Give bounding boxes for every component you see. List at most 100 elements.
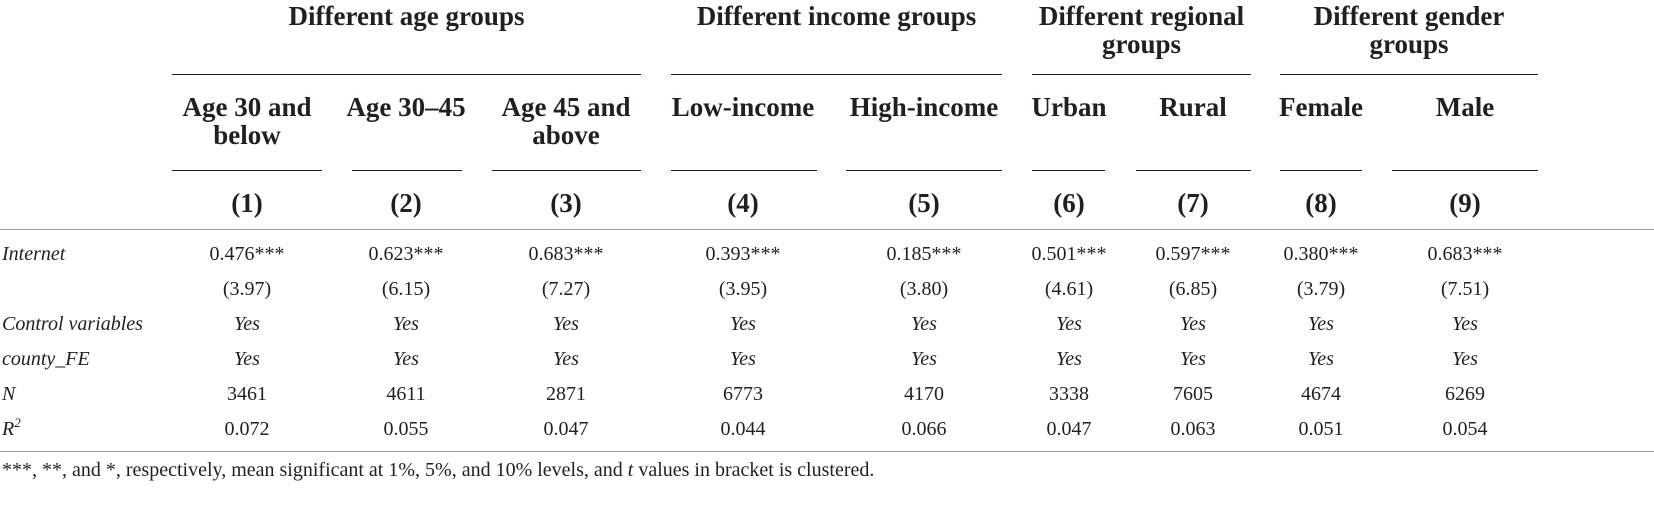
group-header: Different age groups — [288, 1, 525, 31]
row-label: Internet — [2, 243, 65, 265]
table-cell: Yes — [553, 313, 579, 335]
column-rule — [492, 170, 641, 171]
table-cell: 0.072 — [224, 418, 270, 440]
column-header: Age 45 and above — [501, 92, 631, 150]
table-cell: 0.597*** — [1155, 243, 1231, 265]
table-cell: Yes — [911, 348, 937, 370]
table-cell: 0.066 — [901, 418, 947, 440]
row-label-text: county_FE — [2, 348, 90, 370]
footnote-before: ***, **, and *, respectively, mean signi… — [2, 459, 628, 481]
table-cell: 0.047 — [543, 418, 589, 440]
row-label-text: Control variables — [2, 313, 143, 335]
column-rule — [1136, 170, 1251, 171]
column-rule — [1032, 170, 1105, 171]
column-header: Female — [1279, 92, 1363, 122]
group-rule — [1032, 74, 1251, 75]
group-header: Different income groups — [696, 1, 977, 31]
table-cell: Yes — [1180, 313, 1206, 335]
table-cell: Yes — [393, 348, 419, 370]
table-cell: (6.85) — [1168, 278, 1218, 300]
table-cell: (7.51) — [1440, 278, 1490, 300]
group-header: Different gender groups — [1313, 1, 1505, 59]
table-cell: 4170 — [904, 383, 944, 405]
table-cell: (7.27) — [541, 278, 591, 300]
column-number: (5) — [908, 188, 940, 218]
group-rule — [1280, 74, 1538, 75]
table-cell: Yes — [234, 313, 260, 335]
table-cell: 0.055 — [383, 418, 429, 440]
table-cell: 0.185*** — [886, 243, 962, 265]
table-cell: Yes — [730, 348, 756, 370]
row-label: R2 — [2, 415, 21, 440]
row-label: county_FE — [2, 348, 90, 370]
column-number: (1) — [231, 188, 263, 218]
column-header: High-income — [849, 92, 999, 122]
table-cell: Yes — [1452, 348, 1478, 370]
column-rule — [352, 170, 462, 171]
column-header: Age 30–45 — [346, 92, 466, 122]
row-label-text: N — [2, 383, 16, 405]
table-cell: Yes — [1452, 313, 1478, 335]
group-rule — [671, 74, 1002, 75]
table-cell: 6269 — [1445, 383, 1485, 405]
table-bottom-rule — [0, 451, 1654, 452]
table-cell: 0.054 — [1442, 418, 1488, 440]
row-label-superscript: 2 — [14, 415, 21, 430]
table-cell: 0.063 — [1170, 418, 1216, 440]
row-label: N — [2, 383, 15, 405]
table-cell: Yes — [1308, 313, 1334, 335]
table-cell: (3.79) — [1296, 278, 1346, 300]
table-cell: 0.683*** — [528, 243, 604, 265]
header-bottom-rule — [0, 229, 1654, 230]
table-cell: Yes — [553, 348, 579, 370]
table-cell: Yes — [393, 313, 419, 335]
column-number: (6) — [1053, 188, 1085, 218]
column-header: Age 30 and below — [182, 92, 312, 150]
table-cell: (3.80) — [899, 278, 949, 300]
table-cell: 4674 — [1301, 383, 1341, 405]
table-cell: (3.97) — [222, 278, 272, 300]
column-rule — [1280, 170, 1362, 171]
table-cell: Yes — [1056, 348, 1082, 370]
column-rule — [846, 170, 1002, 171]
table-cell: 0.044 — [720, 418, 766, 440]
table-cell: (3.95) — [718, 278, 768, 300]
table-cell: 0.476*** — [209, 243, 285, 265]
column-rule — [172, 170, 322, 171]
table-cell: 0.393*** — [705, 243, 781, 265]
table-cell: Yes — [730, 313, 756, 335]
column-header: Low-income — [671, 92, 815, 122]
column-number: (4) — [727, 188, 759, 218]
table-cell: Yes — [1180, 348, 1206, 370]
column-number: (7) — [1177, 188, 1209, 218]
table-footnote: ***, **, and *, respectively, mean signi… — [2, 459, 874, 481]
table-cell: 0.683*** — [1427, 243, 1503, 265]
row-label: Control variables — [2, 313, 143, 335]
column-rule — [1392, 170, 1538, 171]
table-cell: 7605 — [1173, 383, 1213, 405]
table-cell: (4.61) — [1044, 278, 1094, 300]
table-cell: 3461 — [227, 383, 267, 405]
table-cell: Yes — [1056, 313, 1082, 335]
table-cell: 6773 — [723, 383, 763, 405]
column-number: (2) — [390, 188, 422, 218]
column-number: (3) — [550, 188, 582, 218]
table-cell: 4611 — [386, 383, 426, 405]
row-label-text: R — [2, 418, 15, 440]
group-header: Different regional groups — [1038, 1, 1245, 59]
table-cell: (6.15) — [381, 278, 431, 300]
column-header: Male — [1435, 92, 1495, 122]
table-cell: Yes — [911, 313, 937, 335]
group-rule — [172, 74, 641, 75]
column-header: Rural — [1159, 92, 1227, 122]
table-cell: 0.047 — [1046, 418, 1092, 440]
table-cell: 2871 — [546, 383, 586, 405]
table-cell: Yes — [234, 348, 260, 370]
column-header: Urban — [1031, 92, 1107, 122]
table-cell: 0.380*** — [1283, 243, 1359, 265]
footnote-t: t — [627, 459, 634, 481]
table-cell: 0.051 — [1298, 418, 1344, 440]
column-number: (8) — [1305, 188, 1337, 218]
column-rule — [671, 170, 817, 171]
table-cell: Yes — [1308, 348, 1334, 370]
